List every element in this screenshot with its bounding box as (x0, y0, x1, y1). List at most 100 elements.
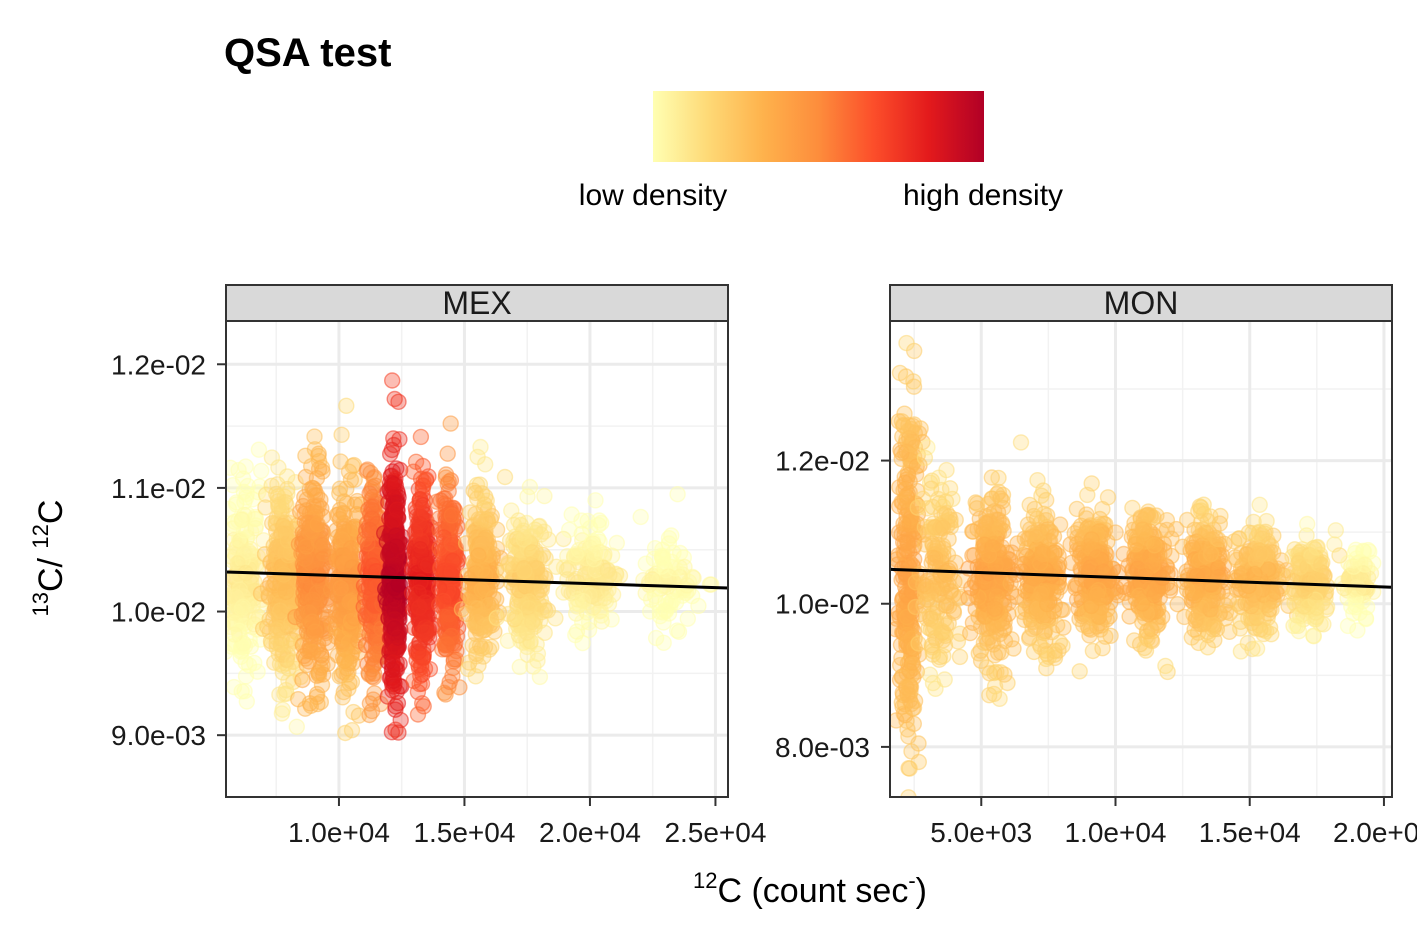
data-point (384, 372, 401, 389)
data-point (437, 469, 455, 486)
data-point (516, 562, 533, 580)
data-point (969, 520, 986, 538)
data-point (435, 592, 452, 610)
data-point (903, 743, 920, 760)
data-point (226, 500, 237, 518)
data-point (1033, 487, 1050, 504)
data-point (561, 521, 578, 538)
data-point (331, 485, 348, 502)
data-point (409, 683, 427, 701)
data-point (309, 516, 326, 533)
data-point (1063, 554, 1081, 571)
data-point (600, 595, 618, 612)
data-point (893, 669, 911, 686)
data-point (410, 584, 427, 601)
data-point (340, 680, 357, 697)
data-point (279, 468, 296, 485)
data-point (1267, 583, 1285, 601)
scatter-points (226, 372, 720, 742)
x-tick-label: 1.0e+04 (288, 817, 390, 848)
data-point (360, 666, 378, 683)
data-point (536, 523, 553, 540)
data-point (926, 619, 943, 636)
data-point (444, 659, 462, 677)
data-point (226, 459, 239, 476)
data-point (304, 644, 321, 661)
data-point (273, 540, 290, 558)
data-point (384, 512, 402, 530)
data-point (521, 478, 539, 496)
data-point (1195, 496, 1212, 513)
data-point (900, 417, 917, 434)
data-point (976, 536, 993, 553)
data-point (414, 666, 431, 683)
data-point (897, 844, 912, 859)
data-point (655, 634, 672, 651)
data-point (910, 635, 927, 652)
data-point (1031, 554, 1049, 572)
data-point (608, 534, 625, 552)
data-point (384, 661, 401, 678)
data-point (476, 621, 493, 639)
data-point (1051, 634, 1069, 651)
data-point (520, 593, 538, 610)
data-point (898, 334, 915, 352)
data-point (226, 615, 244, 632)
data-point (231, 581, 249, 598)
data-point (978, 659, 995, 676)
data-point (1258, 512, 1275, 530)
data-point (1137, 562, 1155, 579)
data-point (1102, 627, 1119, 644)
data-point (896, 474, 914, 491)
data-point (342, 540, 360, 557)
data-point (359, 461, 376, 478)
data-point (461, 654, 478, 671)
data-point (441, 673, 458, 691)
data-point (385, 601, 403, 619)
data-point (1055, 619, 1072, 636)
data-point (642, 603, 659, 620)
data-point (927, 550, 944, 567)
data-point (343, 722, 361, 739)
x-tick-label: 2.0e+04 (539, 817, 641, 848)
data-point (431, 540, 448, 557)
data-point (442, 415, 459, 432)
data-point (1248, 640, 1266, 657)
data-point (1134, 521, 1151, 538)
data-point (252, 585, 270, 602)
data-point (916, 449, 934, 467)
data-point (269, 493, 287, 510)
data-point (1158, 512, 1176, 529)
data-point (670, 623, 688, 640)
data-point (1025, 569, 1043, 586)
data-point (226, 626, 243, 643)
data-point (288, 718, 305, 735)
data-point (313, 561, 330, 578)
data-point (536, 624, 553, 641)
data-point (1146, 537, 1163, 554)
data-point (331, 480, 349, 497)
data-point (1232, 613, 1249, 630)
data-point (315, 545, 332, 562)
data-point (669, 486, 686, 503)
data-point (1054, 601, 1071, 619)
data-point (409, 706, 427, 723)
data-point (1157, 657, 1174, 675)
data-point (663, 527, 680, 544)
data-point (533, 604, 550, 621)
data-point (469, 600, 486, 617)
data-point (1199, 512, 1217, 530)
data-point (469, 448, 486, 466)
data-point (899, 537, 917, 554)
data-point (304, 613, 321, 630)
data-point (387, 527, 405, 544)
data-point (414, 457, 432, 475)
data-point (1178, 581, 1196, 598)
data-point (1138, 506, 1156, 524)
x-axis: 1.0e+04 1.5e+04 2.0e+04 2.5e+04 (288, 797, 766, 848)
data-point (1012, 434, 1030, 451)
data-point (1084, 642, 1102, 660)
data-point (904, 656, 922, 674)
data-point (581, 519, 599, 537)
data-point (923, 480, 940, 497)
